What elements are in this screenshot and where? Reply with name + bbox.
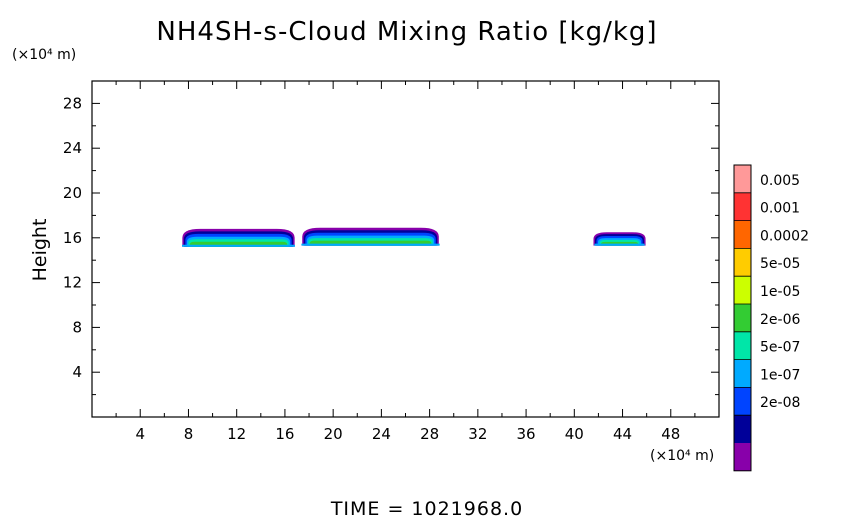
y-axis-ticks: 4 8 12 16 20 24 28 <box>63 94 719 396</box>
cloud-region <box>593 232 646 246</box>
colorbar-cell <box>734 331 751 360</box>
plot-frame <box>91 80 720 418</box>
colorbar-frame <box>733 164 752 472</box>
colorbar-cell <box>734 248 751 277</box>
colorbar-label: 2e-08 <box>760 395 800 411</box>
colorbar-label: 5e-07 <box>760 340 800 356</box>
cloud-base <box>182 244 295 247</box>
cloud-region <box>301 227 440 246</box>
y-unit-label: (×10⁴ m) <box>12 47 76 63</box>
y-tick-label: 4 <box>72 363 82 381</box>
x-tick-label: 28 <box>420 425 439 443</box>
x-tick-label: 20 <box>324 425 343 443</box>
colorbar-label: 0.001 <box>760 201 800 217</box>
y-tick-label: 28 <box>63 94 82 112</box>
colorbar-label: 5e-05 <box>760 256 800 272</box>
y-tick-label: 16 <box>63 229 82 247</box>
x-tick-label: 44 <box>613 425 632 443</box>
cloud-base <box>594 243 645 246</box>
y-tick-label: 24 <box>63 139 82 157</box>
time-label: TIME <box>330 498 381 519</box>
colorbar-cell <box>734 415 751 443</box>
colorbar-label: 1e-05 <box>760 284 800 300</box>
colorbar-label: 0.005 <box>760 173 800 189</box>
x-tick-label: 36 <box>517 425 536 443</box>
x-tick-label: 8 <box>184 425 194 443</box>
time-readout: TIME = 1021968.0 <box>330 498 523 519</box>
cloud-base <box>301 243 440 246</box>
colorbar: 0.005 0.001 0.0002 5e-05 1e-05 2e-06 5e-07 1e-0… <box>733 164 809 472</box>
colorbar-label: 2e-06 <box>760 312 800 328</box>
y-axis-label: Height <box>29 219 51 282</box>
colorbar-cell <box>734 304 751 332</box>
x-tick-label: 24 <box>372 425 391 443</box>
x-tick-label: 4 <box>135 425 145 443</box>
x-tick-label: 16 <box>275 425 294 443</box>
colorbar-cell <box>734 192 751 221</box>
colorbar-cell <box>734 387 751 416</box>
x-tick-label: 40 <box>565 425 584 443</box>
colorbar-label: 1e-07 <box>760 367 800 383</box>
time-equals: = <box>380 498 411 519</box>
x-unit-label: (×10⁴ m) <box>650 448 714 464</box>
colorbar-cell <box>734 165 751 193</box>
cloud-region <box>182 228 295 247</box>
y-tick-label: 8 <box>72 318 82 336</box>
x-tick-label: 32 <box>468 425 487 443</box>
y-tick-label: 12 <box>63 274 82 292</box>
cloud-layer <box>182 227 646 247</box>
colorbar-cell <box>734 443 751 471</box>
chart-title: NH4SH-s-Cloud Mixing Ratio [kg/kg] <box>156 17 657 47</box>
colorbar-cell <box>734 220 751 249</box>
x-tick-label: 12 <box>227 425 246 443</box>
colorbar-cell <box>734 276 751 304</box>
x-tick-label: 48 <box>661 425 680 443</box>
time-value: 1021968.0 <box>411 498 523 519</box>
colorbar-label: 0.0002 <box>760 228 809 244</box>
colorbar-cell <box>734 359 751 388</box>
x-axis-ticks: 4 8 12 16 20 24 28 32 36 40 44 48 <box>115 81 696 443</box>
y-tick-label: 20 <box>63 184 82 202</box>
